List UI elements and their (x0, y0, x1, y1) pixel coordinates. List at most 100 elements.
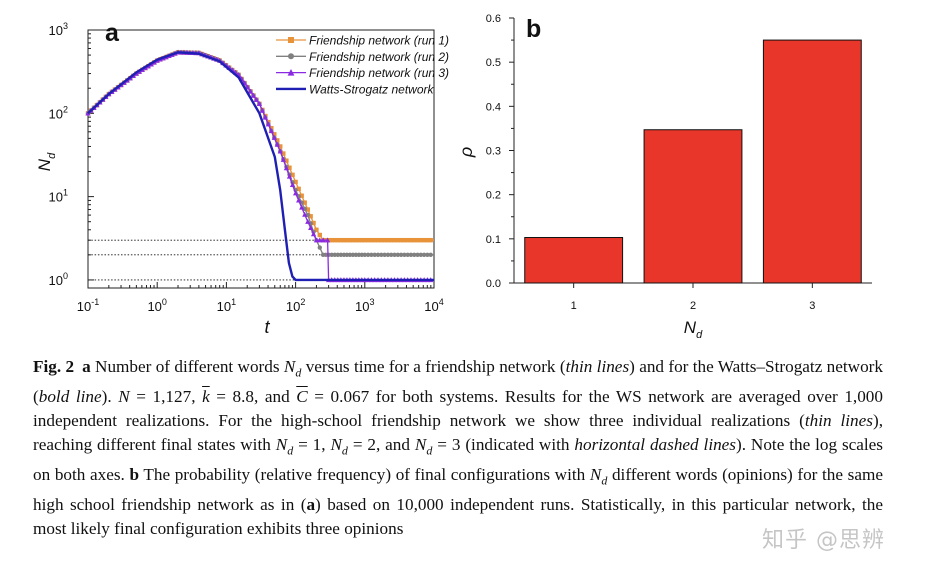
bar (762, 39, 862, 284)
data-point (299, 193, 304, 198)
data-point (296, 186, 301, 192)
series-line (87, 51, 434, 241)
data-point (379, 252, 384, 258)
bar (524, 237, 624, 284)
data-point (299, 204, 305, 210)
data-point (379, 237, 384, 243)
data-point (305, 218, 311, 224)
data-point (262, 114, 268, 120)
data-point (375, 252, 381, 258)
data-point (415, 237, 420, 243)
data-point (317, 232, 322, 238)
data-point (288, 53, 294, 60)
data-point (283, 165, 289, 171)
data-point (332, 252, 337, 258)
caption-fragment: versus time for a friendship network ( (301, 357, 566, 376)
panel-a-frame (87, 29, 435, 289)
legend-entry-label: Friendship network (run 1) (309, 34, 449, 48)
figure-label: Fig. 2 (33, 357, 75, 376)
data-point (369, 252, 374, 258)
caption-fragment: Number of different words (90, 357, 284, 376)
tick-exponent: 3 (370, 297, 375, 307)
caption-fragment: ). (101, 387, 119, 407)
data-point (365, 237, 371, 243)
tick-base: 10 (424, 299, 438, 314)
data-point (347, 237, 353, 243)
x-tick-label: 104 (424, 297, 443, 314)
caption-fragment: d (287, 443, 294, 458)
tick-base: 10 (355, 299, 369, 314)
y-tick-label: 103 (49, 21, 68, 38)
data-point (421, 252, 427, 258)
data-point (405, 237, 410, 243)
tick-base: 10 (49, 23, 63, 38)
data-point (324, 237, 331, 243)
data-point (412, 237, 417, 243)
data-point (302, 211, 308, 217)
caption-fragment: d (341, 443, 348, 458)
data-point (362, 237, 367, 243)
caption-fragment: different words (opinions) for the same … (33, 465, 883, 515)
y-tick-label: 0.2 (486, 190, 501, 202)
tick-base: 10 (49, 106, 63, 121)
caption-fragment: d (601, 473, 608, 488)
series-line (87, 51, 434, 282)
data-point (280, 156, 286, 162)
x-tick-label: 100 (147, 297, 166, 314)
data-point (275, 138, 280, 143)
y-tick-label: 0.6 (486, 13, 501, 25)
data-point (293, 179, 298, 185)
panel-a-chart: 10-1 100 101 102 103 104100101102103tNdFriend… (35, 19, 449, 337)
data-point (281, 151, 286, 156)
data-point (329, 237, 334, 243)
x-tick-label: 2 (690, 300, 696, 312)
data-point (338, 237, 344, 243)
data-point (392, 237, 397, 243)
bar (643, 129, 743, 284)
data-point (389, 237, 394, 243)
data-point (250, 92, 257, 98)
tick-exponent: 3 (63, 21, 68, 31)
data-point (428, 237, 433, 243)
data-point (247, 88, 254, 94)
data-point (335, 252, 341, 258)
caption-fragment: = 0.067 for both systems. Results for th… (33, 387, 883, 431)
data-point (353, 237, 359, 243)
panel-b-label: b (526, 15, 541, 43)
data-point (395, 252, 401, 258)
data-point (317, 245, 322, 250)
tick-exponent: 2 (300, 297, 305, 307)
data-point (268, 128, 274, 134)
data-point (288, 37, 294, 43)
data-point (313, 237, 320, 243)
data-point (425, 237, 430, 243)
data-point (274, 141, 280, 147)
legend-entry-label: Watts-Strogatz network (309, 82, 434, 96)
tick-base: 10 (49, 190, 63, 205)
data-point (286, 173, 293, 179)
x-tick-label: 101 (217, 297, 236, 314)
caption-fragment: horizontal dashed lines (574, 434, 736, 454)
data-point (350, 237, 356, 243)
data-point (311, 220, 316, 226)
x-tick-label: 103 (355, 297, 374, 314)
data-point (329, 252, 334, 258)
y-tick-label: 101 (49, 188, 68, 205)
data-point (335, 237, 341, 243)
y-label-subscript: d (46, 152, 58, 159)
caption-fragment: a (306, 495, 316, 515)
data-point (290, 172, 295, 178)
caption-fragment: N (589, 465, 602, 485)
data-point (338, 252, 344, 258)
data-point (271, 134, 277, 140)
tick-base: 10 (217, 299, 231, 314)
data-point (341, 237, 347, 243)
y-tick-label: 0.3 (486, 146, 501, 158)
data-point (320, 237, 326, 243)
data-point (398, 252, 404, 258)
panel-a-label: a (105, 19, 120, 47)
data-point (265, 121, 271, 127)
data-point (302, 200, 307, 205)
data-point (408, 252, 414, 258)
caption-fragment: a (82, 357, 91, 376)
